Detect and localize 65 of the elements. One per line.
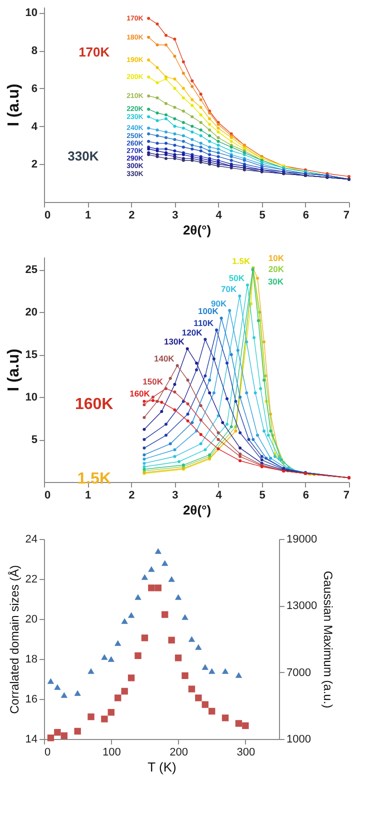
- x-tick-label: 0: [44, 746, 51, 758]
- y2-tick-label: 7000: [286, 666, 311, 679]
- x-tick-label: 300: [236, 746, 256, 758]
- x-axis-title: T (K): [148, 760, 176, 774]
- y-tick-label: 4: [31, 120, 38, 133]
- x-tick-label: 200: [170, 746, 188, 758]
- x-tick-label: 5: [259, 210, 266, 222]
- y-tick-label: 16: [25, 694, 38, 706]
- series-label: 140K: [154, 354, 176, 364]
- x-tick-label: 4: [216, 210, 223, 222]
- series-label: 120K: [182, 327, 204, 338]
- y2-tick-label: 19000: [286, 534, 318, 546]
- x-tick-label: 0: [44, 490, 51, 502]
- y-tick-label: 15: [25, 349, 38, 362]
- x-axis-title: 2θ(°): [182, 222, 212, 238]
- y-tick-label: 8: [31, 45, 38, 58]
- x-tick-label: 0: [44, 210, 51, 222]
- x-tick-label: 3: [172, 490, 178, 502]
- y-tick-label: 5: [31, 434, 38, 446]
- series-label: 20K: [268, 264, 285, 274]
- annotation: 1.5K: [77, 470, 112, 488]
- series-label: 30K: [268, 276, 284, 287]
- series-label: 150K: [142, 376, 164, 387]
- y-tick-label: 6: [31, 82, 38, 95]
- x-tick-label: 1: [85, 490, 92, 502]
- series-label: 160K: [130, 388, 151, 398]
- series-label: 10K: [268, 252, 285, 263]
- y-tick-label: 10: [25, 7, 38, 20]
- x-tick-label: 6: [302, 210, 309, 222]
- x-tick-label: 2: [128, 210, 135, 222]
- y-tick-label: 20: [25, 614, 38, 626]
- series-label: 110K: [194, 318, 214, 328]
- x-tick-label: 1: [85, 210, 92, 222]
- y-tick-label: 24: [25, 534, 38, 546]
- y-tick-label: 22: [25, 574, 38, 586]
- y-axis-title: I (a.u): [5, 84, 22, 126]
- y-axis-title: Corralated domain sizes (Å): [7, 565, 22, 714]
- y-axis-title: I (a.u): [5, 348, 22, 392]
- x-tick-label: 6: [302, 490, 309, 502]
- series-label: 1.5K: [232, 256, 251, 266]
- y-tick-label: 10: [25, 392, 38, 404]
- y2-tick-label: 1000: [286, 734, 311, 746]
- annotation: 170K: [78, 44, 110, 60]
- x-tick-label: 4: [216, 490, 223, 502]
- y-tick-label: 2: [31, 158, 38, 171]
- y-tick-label: 14: [25, 734, 38, 746]
- x-tick-label: 7: [343, 490, 350, 502]
- series-label: 50K: [228, 273, 246, 284]
- series-label: 90K: [211, 298, 228, 308]
- y2-tick-label: 13000: [286, 600, 318, 612]
- y-tick-label: 25: [25, 264, 38, 276]
- x-tick-label: 100: [102, 746, 121, 758]
- series-label: 70K: [221, 284, 238, 294]
- annotation: 160K: [74, 396, 114, 413]
- y-tick-label: 18: [25, 654, 38, 666]
- y-tick-label: 20: [25, 306, 38, 319]
- x-tick-label: 7: [343, 210, 350, 222]
- annotation: 330K: [68, 148, 100, 164]
- x-tick-label: 2: [128, 490, 135, 502]
- x-tick-label: 5: [259, 490, 266, 502]
- y2-axis-title: Gaussian Maximum (a.u.): [321, 570, 336, 708]
- x-axis-title: 2θ(°): [182, 502, 212, 518]
- series-label: 130K: [164, 336, 186, 347]
- x-tick-label: 3: [172, 210, 178, 222]
- series-label: 100K: [198, 306, 220, 316]
